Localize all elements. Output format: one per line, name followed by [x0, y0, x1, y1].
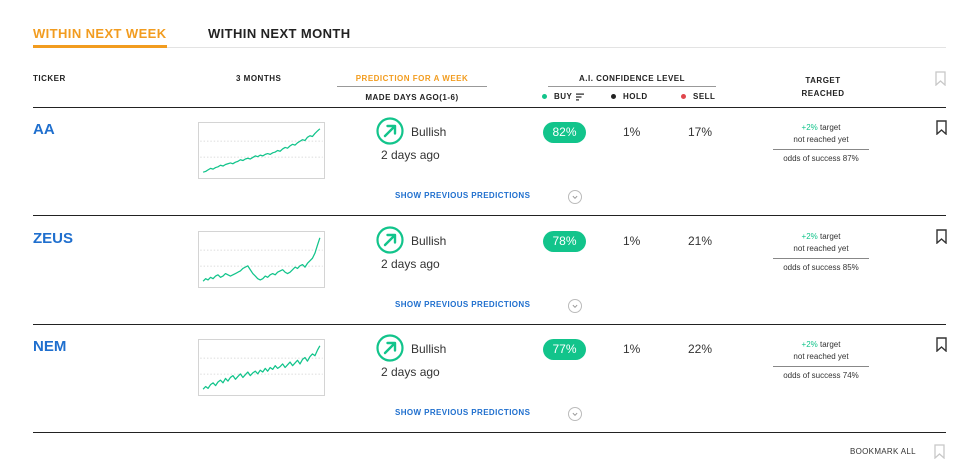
hold-confidence-value: 1%: [623, 234, 641, 248]
show-previous-predictions-link[interactable]: SHOW PREVIOUS PREDICTIONS: [395, 408, 531, 417]
sparkline-line: [202, 128, 321, 173]
target-status-text: not reached yet: [793, 352, 849, 361]
odds-of-success: odds of success 87%: [783, 154, 859, 163]
period-tabs: WITHIN NEXT WEEK WITHIN NEXT MONTH: [33, 24, 946, 48]
header-three-months: 3 MONTHS: [236, 74, 282, 83]
legend-hold: HOLD: [611, 92, 648, 101]
sell-confidence-value: 22%: [688, 342, 713, 356]
sell-dot-icon: [681, 94, 686, 99]
header-confidence: A.I. CONFIDENCE LEVEL: [578, 74, 686, 83]
ticker-link[interactable]: ZEUS: [33, 230, 74, 247]
tab-within-next-week[interactable]: WITHIN NEXT WEEK: [33, 26, 167, 48]
ticker-link[interactable]: NEM: [33, 338, 67, 355]
buy-confidence-badge: 77%: [543, 339, 586, 360]
chevron-down-icon[interactable]: [568, 407, 582, 421]
target-word: target: [820, 340, 841, 349]
target-divider: [773, 366, 869, 367]
bookmark-icon[interactable]: [935, 71, 946, 86]
target-pct: +2%: [801, 340, 818, 349]
target-status-text: not reached yet: [793, 244, 849, 253]
header-target-line2: REACHED: [801, 89, 845, 98]
odds-of-success: odds of success 85%: [783, 263, 859, 272]
bookmark-icon[interactable]: [934, 444, 945, 459]
prediction-days-ago: 2 days ago: [381, 148, 440, 162]
legend-buy-label: BUY: [554, 92, 573, 101]
chevron-down-icon[interactable]: [568, 190, 582, 204]
prediction-days-ago: 2 days ago: [381, 257, 440, 271]
show-previous-predictions-link[interactable]: SHOW PREVIOUS PREDICTIONS: [395, 191, 531, 200]
target-divider: [773, 258, 869, 259]
sparkline-line: [202, 237, 321, 282]
prediction-label: Bullish: [411, 342, 447, 356]
legend-sell: SELL: [681, 92, 715, 101]
prediction-label: Bullish: [411, 125, 447, 139]
show-previous-predictions-link[interactable]: SHOW PREVIOUS PREDICTIONS: [395, 300, 531, 309]
arrow-up-right-circle-icon: [376, 226, 404, 254]
sparkline-chart: [198, 231, 325, 288]
tab-within-next-month[interactable]: WITHIN NEXT MONTH: [208, 26, 351, 41]
sell-confidence-value: 21%: [688, 234, 713, 248]
prediction-label: Bullish: [411, 234, 447, 248]
target-status: +2% target not reached yet odds of succe…: [773, 231, 869, 274]
sparkline-line: [202, 345, 321, 390]
legend-hold-label: HOLD: [623, 92, 648, 101]
ticker-link[interactable]: AA: [33, 121, 55, 138]
sparkline-chart: [198, 339, 325, 396]
header-divider: [337, 86, 487, 87]
sort-icon[interactable]: [576, 93, 585, 101]
chevron-down-icon[interactable]: [568, 299, 582, 313]
arrow-up-right-circle-icon: [376, 117, 404, 145]
target-status-text: not reached yet: [793, 135, 849, 144]
buy-confidence-badge: 78%: [543, 231, 586, 252]
header-prediction: PREDICTION FOR A WEEK: [355, 74, 469, 83]
target-pct: +2%: [801, 123, 818, 132]
arrow-up-right-circle-icon: [376, 334, 404, 362]
target-word: target: [820, 232, 841, 241]
hold-dot-icon: [611, 94, 616, 99]
header-target-line1: TARGET: [805, 76, 841, 85]
table-row: AA Bullish 2 days ago 82% 1% 17% +2% tar…: [33, 108, 947, 216]
prediction-days-ago: 2 days ago: [381, 365, 440, 379]
header-target-reached: TARGET REACHED: [790, 74, 856, 100]
bookmark-all-link[interactable]: BOOKMARK ALL: [850, 447, 916, 456]
hold-confidence-value: 1%: [623, 125, 641, 139]
target-status: +2% target not reached yet odds of succe…: [773, 339, 869, 382]
buy-dot-icon: [542, 94, 547, 99]
table-row: NEM Bullish 2 days ago 77% 1% 22% +2% ta…: [33, 325, 947, 433]
target-word: target: [820, 123, 841, 132]
bookmark-icon[interactable]: [936, 229, 947, 244]
table-top-divider: [33, 107, 946, 108]
target-divider: [773, 149, 869, 150]
legend-sell-label: SELL: [693, 92, 716, 101]
sell-confidence-value: 17%: [688, 125, 713, 139]
buy-confidence-badge: 82%: [543, 122, 586, 143]
target-status: +2% target not reached yet odds of succe…: [773, 122, 869, 165]
odds-of-success: odds of success 74%: [783, 371, 859, 380]
header-ticker: TICKER: [33, 74, 66, 83]
sparkline-chart: [198, 122, 325, 179]
legend-buy[interactable]: BUY: [542, 92, 585, 101]
header-made-days-ago: MADE DAYS AGO(1-6): [365, 93, 459, 102]
target-pct: +2%: [801, 232, 818, 241]
bookmark-icon[interactable]: [936, 120, 947, 135]
header-divider: [548, 86, 716, 87]
hold-confidence-value: 1%: [623, 342, 641, 356]
bookmark-icon[interactable]: [936, 337, 947, 352]
table-row: ZEUS Bullish 2 days ago 78% 1% 21% +2% t…: [33, 217, 947, 325]
